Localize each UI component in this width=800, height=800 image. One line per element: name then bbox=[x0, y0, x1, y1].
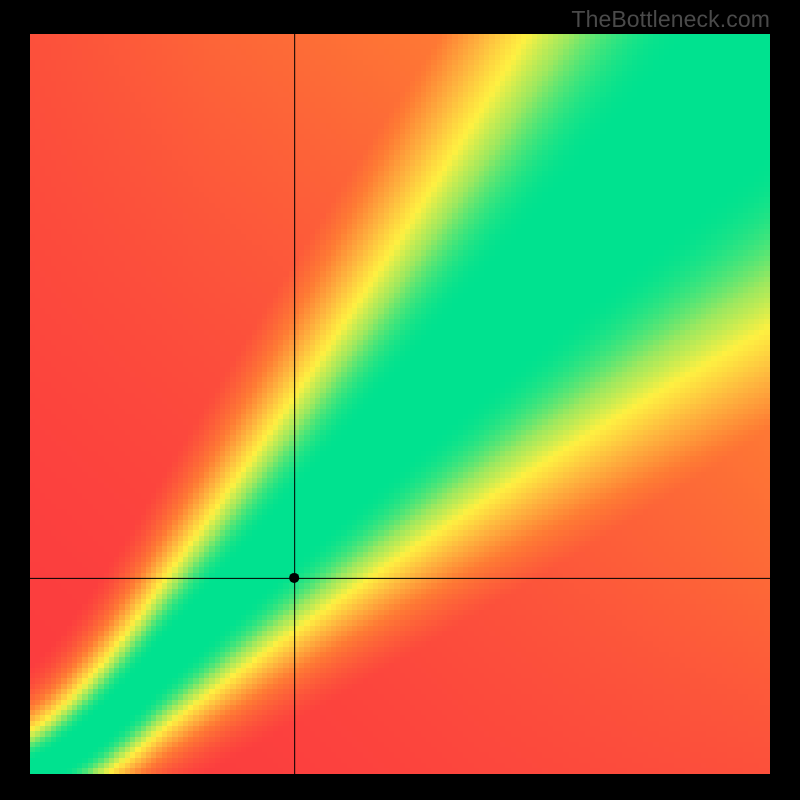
watermark-text: TheBottleneck.com bbox=[571, 6, 770, 33]
bottleneck-heatmap bbox=[30, 34, 770, 774]
